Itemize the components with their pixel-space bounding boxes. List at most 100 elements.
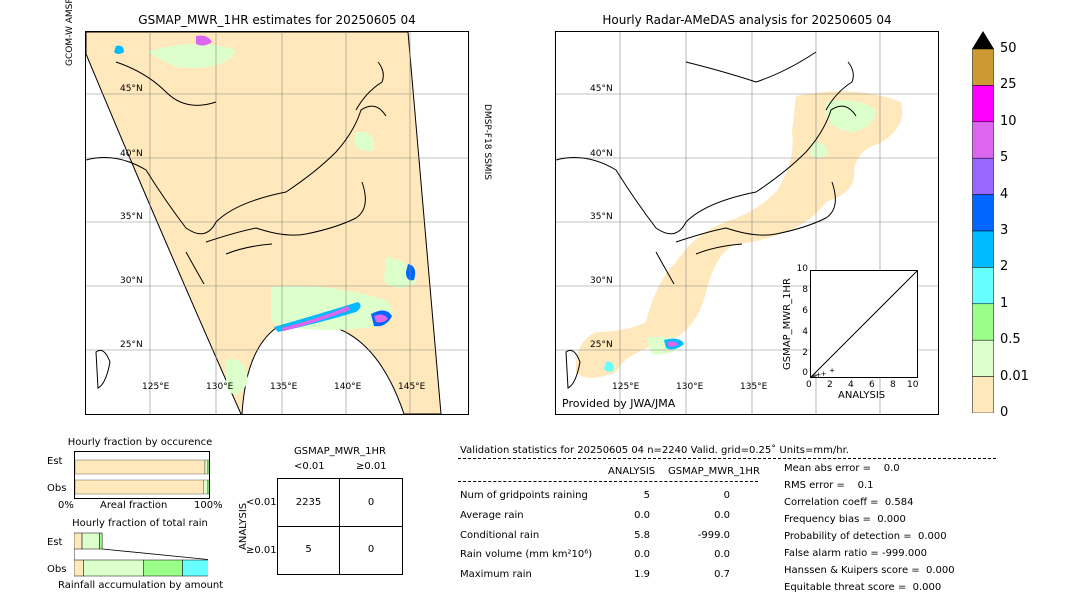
scatter-point: + <box>815 371 821 377</box>
scatter-xtick: 8 <box>890 380 896 390</box>
left-lon-label-135: 135°E <box>270 382 298 392</box>
score-line: Correlation coeff = 0.584 <box>784 497 914 508</box>
total-rain-bar-segment <box>81 532 100 550</box>
colorbar-label: 25 <box>1000 77 1017 93</box>
right-map-rain-patch <box>604 361 614 372</box>
validation-row-analysis: 5 <box>643 490 650 501</box>
score-line: Probability of detection = 0.000 <box>784 531 947 542</box>
validation-row-analysis: 0.0 <box>634 510 650 521</box>
colorbar-label: 0.01 <box>1000 368 1029 384</box>
colorbar-swatch <box>972 194 994 232</box>
right-map-coastline <box>556 51 857 389</box>
colorbar-extend-arrow <box>972 31 994 49</box>
contingency-col-header: <0.01 <box>294 461 325 472</box>
left-map-gridlines <box>86 32 468 414</box>
score-line: RMS error = 0.1 <box>784 480 874 491</box>
left-map-rain-patch <box>271 285 393 330</box>
score-line: Frequency bias = 0.000 <box>784 514 906 525</box>
total-rain-obs-label: Obs <box>47 564 67 575</box>
left-lon-label-145: 145°E <box>398 382 426 392</box>
right-map-rain-patch <box>810 141 828 158</box>
occurrence-bar-segment <box>204 459 208 475</box>
validation-row-label: Conditional rain <box>460 530 540 541</box>
right-map-title: Hourly Radar-AMeDAS analysis for 2025060… <box>602 13 892 27</box>
total-rain-est-label: Est <box>47 537 63 548</box>
right-lon-label-125: 125°E <box>612 382 640 392</box>
total-rain-bar-segment <box>182 559 214 577</box>
contingency-cell: 0 <box>367 497 375 508</box>
right-lon-label-135: 135°E <box>740 382 768 392</box>
occurrence-bars <box>74 459 210 495</box>
left-map-rain-patch <box>384 257 416 288</box>
total-rain-bar-segment <box>73 559 84 577</box>
validation-col-analysis: ANALYSIS <box>608 466 656 477</box>
left-map-rain-patch <box>146 43 236 68</box>
validation-row-gsmap: 0.0 <box>714 549 730 560</box>
right-lat-label-35: 35°N <box>590 212 613 222</box>
occurrence-tick-right: 100% <box>194 500 223 511</box>
left-map-rain-band <box>281 306 350 331</box>
score-line: Hanssen & Kuipers score = 0.000 <box>784 565 955 576</box>
left-lon-label-130: 130°E <box>206 382 234 392</box>
left-map-rain-band <box>196 35 212 46</box>
left-map-coastline <box>86 61 387 389</box>
left-map-rain-patch <box>226 358 248 395</box>
contingency-cell: 0 <box>367 544 375 555</box>
occurrence-bar-segment <box>74 459 206 475</box>
total-rain-bar-segment <box>99 532 103 550</box>
right-lat-label-25: 25°N <box>590 340 613 350</box>
colorbar-label: 10 <box>1000 113 1017 129</box>
right-map-panel: 45°N 40°N 35°N 30°N 25°N 125°E 130°E 135… <box>555 31 939 415</box>
occurrence-xlabel: Areal fraction <box>100 500 168 511</box>
left-lat-label-35: 35°N <box>120 212 143 222</box>
colorbar-label: 1 <box>1000 295 1009 311</box>
colorbar-swatch <box>972 303 994 341</box>
validation-row-label: Maximum rain <box>460 569 532 580</box>
total-rain-bar-segment <box>73 532 83 550</box>
right-lat-label-40: 40°N <box>590 149 613 159</box>
contingency-divider <box>278 526 402 527</box>
scatter-ytick: 4 <box>802 327 808 337</box>
validation-row-gsmap: 0 <box>723 490 730 501</box>
occurrence-bar-segment <box>207 459 210 475</box>
left-map-rain-band <box>374 314 388 323</box>
validation-col-gsmap: GSMAP_MWR_1HR <box>668 466 760 477</box>
validation-row-label: Average rain <box>460 510 524 521</box>
colorbar-swatch <box>972 339 994 377</box>
scatter-point: + <box>821 370 827 377</box>
score-line: Equitable threat score = 0.000 <box>784 582 942 593</box>
score-line: False alarm ratio = -999.000 <box>784 548 927 559</box>
right-lon-label-130: 130°E <box>676 382 704 392</box>
validation-rule-mid <box>458 481 758 482</box>
colorbar-swatches <box>972 31 994 414</box>
scatter-ytick: 10 <box>796 264 808 274</box>
colorbar-label: 0 <box>1000 405 1009 420</box>
colorbar-label: 3 <box>1000 223 1009 238</box>
validation-row-gsmap: -999.0 <box>697 530 730 541</box>
occurrence-tick-left: 0% <box>58 500 74 511</box>
validation-row-label: Num of gridpoints raining <box>460 490 588 501</box>
colorbar-swatch <box>972 157 994 195</box>
contingency-row-header: ≥0.01 <box>246 545 277 556</box>
scatter-inset: +++++ <box>810 270 918 378</box>
contingency-cell: 5 <box>305 544 312 555</box>
scatter-xtick: 10 <box>907 380 919 390</box>
occurrence-est-label: Est <box>47 456 63 467</box>
validation-row-gsmap: 0.7 <box>714 569 730 580</box>
total-rain-bar-segment <box>143 559 183 577</box>
left-map-canvas <box>86 32 468 414</box>
score-line: Mean abs error = 0.0 <box>784 463 900 474</box>
scatter-ytick: 0 <box>802 368 808 378</box>
colorbar-swatch <box>972 230 994 268</box>
colorbar-swatch <box>972 48 994 86</box>
occurrence-obs-label: Obs <box>47 483 67 494</box>
scatter-diagonal <box>811 271 917 377</box>
right-lat-label-45: 45°N <box>590 84 613 94</box>
colorbar-labels: 50 25 10 5 4 3 2 1 0.5 0.01 0 <box>1000 31 1060 420</box>
right-map-credit: Provided by JWA/JMA <box>562 397 676 410</box>
occurrence-title: Hourly fraction by occurence <box>67 437 213 448</box>
colorbar-swatch <box>972 121 994 159</box>
contingency-grid: 2235 0 5 0 <box>277 478 403 575</box>
validation-row-gsmap: 0.0 <box>714 510 730 521</box>
occurrence-bar-segment <box>207 479 210 495</box>
